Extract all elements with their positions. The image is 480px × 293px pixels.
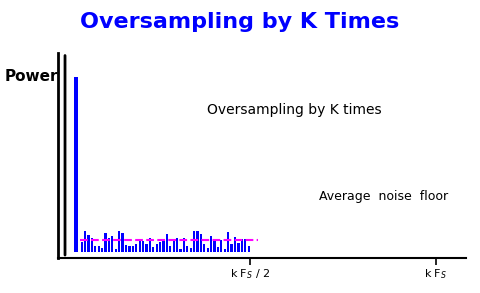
Bar: [125, 245, 127, 252]
Bar: [200, 234, 202, 252]
Bar: [220, 240, 223, 252]
Text: Oversampling by K times: Oversampling by K times: [207, 103, 382, 117]
Bar: [97, 246, 100, 252]
Text: Average  noise  floor: Average noise floor: [319, 190, 449, 203]
Bar: [173, 239, 175, 252]
Bar: [74, 77, 78, 252]
Bar: [132, 246, 134, 252]
Bar: [108, 238, 110, 252]
Bar: [183, 238, 185, 252]
Bar: [240, 239, 243, 252]
Bar: [234, 236, 236, 252]
Bar: [186, 246, 189, 252]
Bar: [142, 241, 144, 252]
Bar: [115, 249, 117, 252]
Bar: [145, 244, 147, 252]
Bar: [149, 238, 151, 252]
Bar: [214, 241, 216, 252]
Bar: [180, 248, 181, 252]
Bar: [152, 247, 155, 252]
Bar: [244, 239, 246, 252]
Bar: [166, 234, 168, 252]
Bar: [111, 236, 113, 252]
Bar: [162, 241, 165, 252]
Bar: [156, 244, 158, 252]
Bar: [118, 231, 120, 252]
Bar: [237, 243, 240, 252]
Bar: [224, 249, 226, 252]
Bar: [230, 244, 233, 252]
Bar: [217, 247, 219, 252]
Bar: [159, 242, 161, 252]
Bar: [227, 232, 229, 252]
Text: Oversampling by K Times: Oversampling by K Times: [80, 12, 400, 32]
Bar: [121, 233, 124, 252]
Bar: [135, 243, 137, 252]
Bar: [101, 248, 103, 252]
Bar: [210, 236, 212, 252]
Bar: [169, 246, 171, 252]
Bar: [128, 246, 131, 252]
Bar: [203, 243, 205, 252]
Bar: [91, 238, 93, 252]
Bar: [84, 231, 86, 252]
Bar: [193, 231, 195, 252]
Bar: [139, 239, 141, 252]
Bar: [248, 246, 250, 252]
Bar: [176, 238, 178, 252]
Text: Power: Power: [4, 69, 58, 84]
Bar: [87, 235, 90, 252]
Bar: [190, 248, 192, 252]
Bar: [105, 233, 107, 252]
Bar: [94, 246, 96, 252]
Bar: [206, 248, 209, 252]
Bar: [196, 231, 199, 252]
Bar: [81, 242, 83, 252]
